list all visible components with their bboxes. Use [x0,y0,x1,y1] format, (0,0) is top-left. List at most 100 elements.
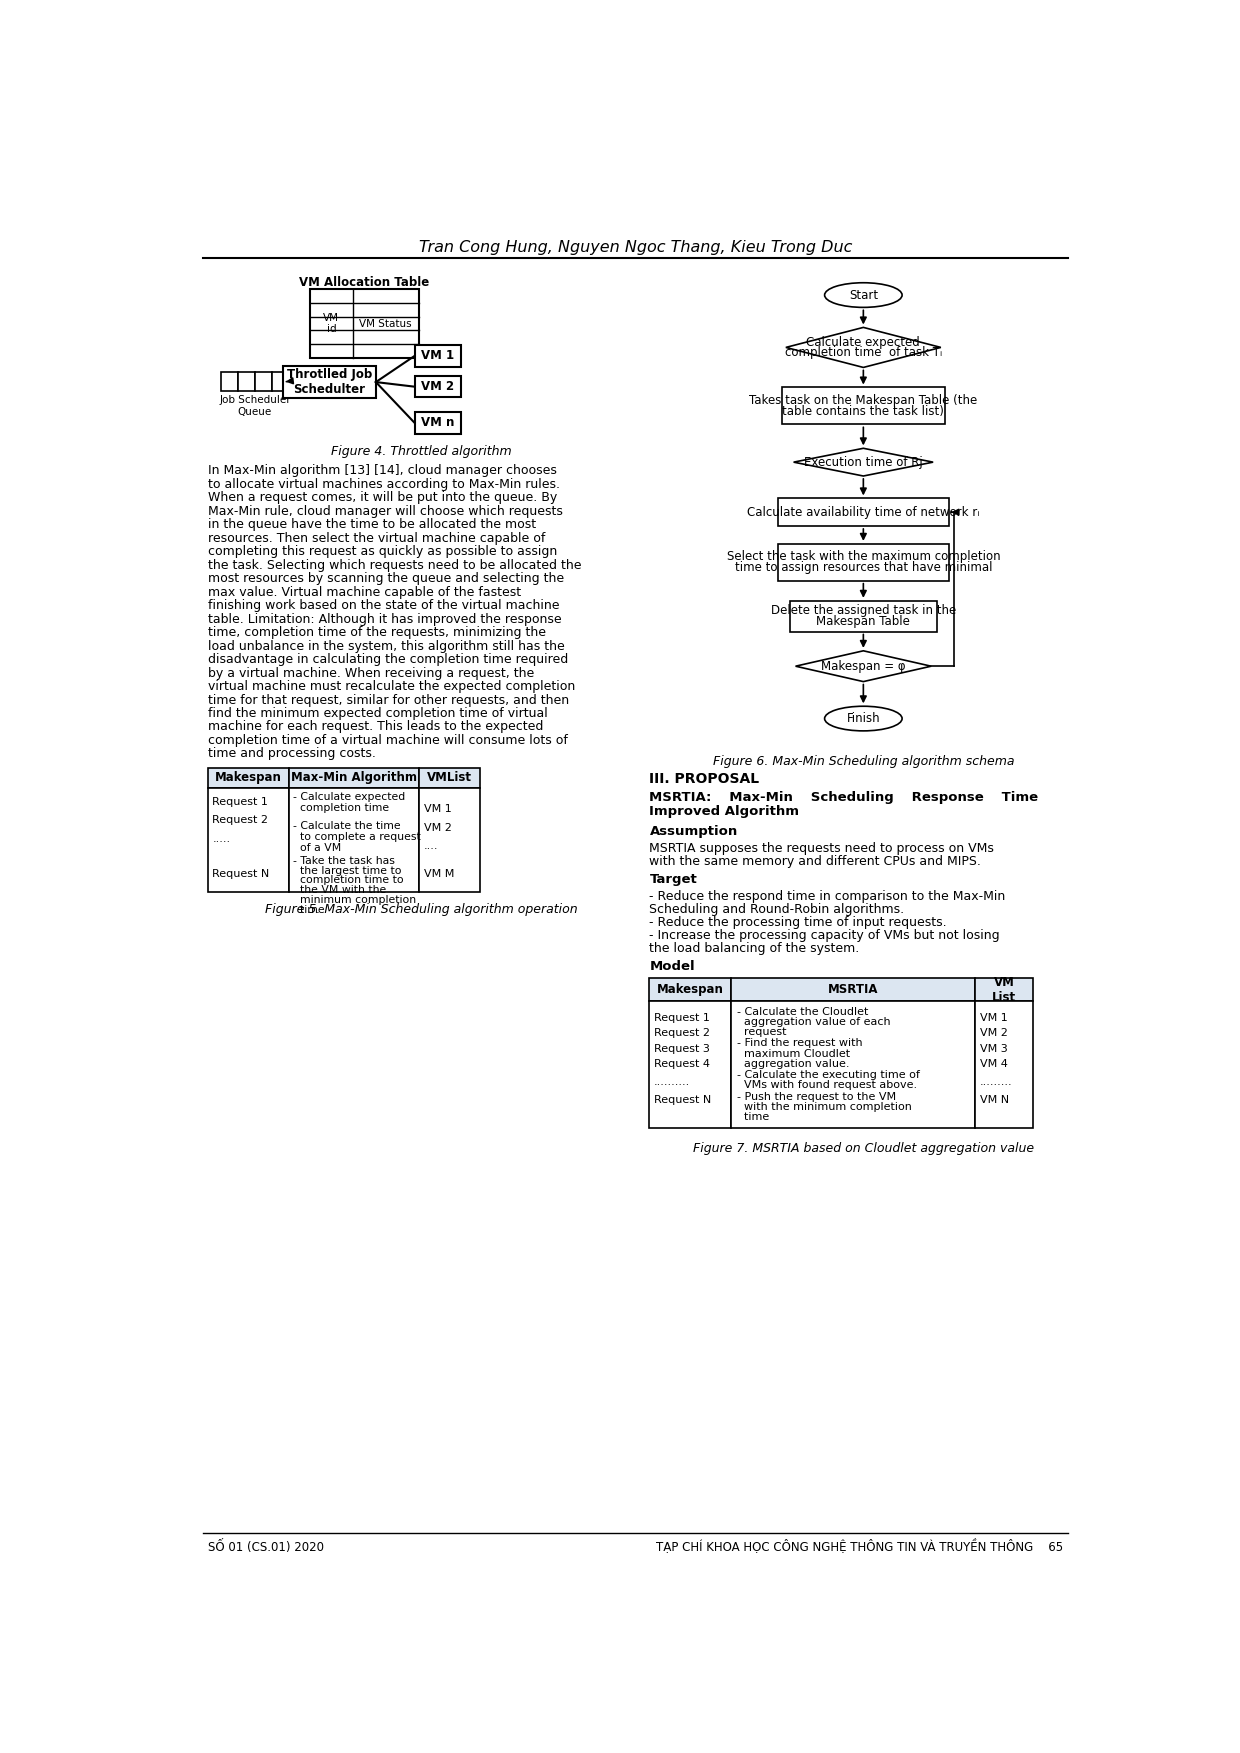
FancyBboxPatch shape [255,372,272,391]
Text: VMs with found request above.: VMs with found request above. [737,1080,918,1090]
FancyBboxPatch shape [310,289,419,358]
FancyBboxPatch shape [414,412,461,433]
Text: .........: ......... [980,1076,1012,1087]
Text: VM
List: VM List [992,976,1016,1004]
Text: with the minimum completion: with the minimum completion [737,1101,911,1111]
Text: Figure 4. Throttled algorithm: Figure 4. Throttled algorithm [331,445,512,458]
FancyBboxPatch shape [650,978,730,1001]
Text: to allocate virtual machines according to Max-Min rules.: to allocate virtual machines according t… [207,479,559,491]
Text: disadvantage in calculating the completion time required: disadvantage in calculating the completi… [207,654,568,666]
Text: Request 3: Request 3 [655,1043,711,1054]
Text: completion time: completion time [293,803,389,813]
Text: Makespan: Makespan [657,983,724,996]
Text: VM
id: VM id [324,312,340,335]
Text: MSRTIA supposes the requests need to process on VMs: MSRTIA supposes the requests need to pro… [650,841,994,855]
Text: - Reduce the processing time of input requests.: - Reduce the processing time of input re… [650,915,947,929]
Text: Makespan Table: Makespan Table [816,615,910,628]
Text: completing this request as quickly as possible to assign: completing this request as quickly as po… [207,545,557,557]
FancyBboxPatch shape [283,366,376,398]
Text: Calculate expected: Calculate expected [806,335,920,349]
Text: - Increase the processing capacity of VMs but not losing: - Increase the processing capacity of VM… [650,929,1001,941]
FancyBboxPatch shape [414,345,461,366]
Text: load unbalance in the system, this algorithm still has the: load unbalance in the system, this algor… [207,640,564,652]
Text: - Calculate the executing time of: - Calculate the executing time of [737,1069,920,1080]
Text: to complete a request: to complete a request [293,833,420,841]
Text: aggregation value of each: aggregation value of each [737,1017,890,1027]
Text: MSRTIA: MSRTIA [827,983,878,996]
Text: Request N: Request N [655,1094,712,1104]
Text: the load balancing of the system.: the load balancing of the system. [650,941,859,955]
Ellipse shape [825,706,903,731]
FancyBboxPatch shape [419,768,480,787]
Text: VM Status: VM Status [360,319,412,328]
Text: VM 1: VM 1 [424,805,451,815]
Text: time and processing costs.: time and processing costs. [207,747,376,761]
FancyBboxPatch shape [414,375,461,398]
Text: Tran Cong Hung, Nguyen Ngoc Thang, Kieu Trong Duc: Tran Cong Hung, Nguyen Ngoc Thang, Kieu … [419,240,852,254]
Text: Request 2: Request 2 [655,1029,711,1038]
Text: in the queue have the time to be allocated the most: in the queue have the time to be allocat… [207,519,536,531]
Text: finishing work based on the state of the virtual machine: finishing work based on the state of the… [207,600,559,612]
FancyBboxPatch shape [207,768,289,787]
Text: VM 1: VM 1 [980,1013,1007,1024]
Text: - Calculate the time: - Calculate the time [293,822,401,831]
Text: VMList: VMList [427,771,472,784]
Text: In Max-Min algorithm [13] [14], cloud manager chooses: In Max-Min algorithm [13] [14], cloud ma… [207,465,557,477]
FancyBboxPatch shape [272,372,289,391]
Text: Improved Algorithm: Improved Algorithm [650,805,800,819]
Text: Model: Model [650,959,696,973]
Text: VM 4: VM 4 [980,1059,1007,1069]
Text: request: request [737,1027,786,1038]
Text: Finish: Finish [847,712,880,726]
Polygon shape [794,449,934,477]
Text: Request 1: Request 1 [655,1013,711,1024]
Polygon shape [796,650,931,682]
Text: Takes task on the Makespan Table (the: Takes task on the Makespan Table (the [749,394,977,407]
FancyBboxPatch shape [782,387,945,424]
Text: Figure 7. MSRTIA based on Cloudlet aggregation value: Figure 7. MSRTIA based on Cloudlet aggre… [693,1141,1034,1155]
Text: time for that request, similar for other requests, and then: time for that request, similar for other… [207,694,569,706]
Text: time to assign resources that have minimal: time to assign resources that have minim… [734,561,992,575]
Text: by a virtual machine. When receiving a request, the: by a virtual machine. When receiving a r… [207,666,534,680]
FancyBboxPatch shape [238,372,255,391]
Text: VM 2: VM 2 [422,380,454,393]
Text: Request 2: Request 2 [212,815,268,826]
Text: completion time  of task Tᵢ: completion time of task Tᵢ [785,347,942,359]
Text: III. PROPOSAL: III. PROPOSAL [650,773,760,787]
Polygon shape [786,328,941,368]
Text: Makespan = φ: Makespan = φ [821,659,905,673]
Text: Figure 5. Max-Min Scheduling algorithm operation: Figure 5. Max-Min Scheduling algorithm o… [265,903,578,917]
Text: Request 4: Request 4 [655,1059,711,1069]
FancyBboxPatch shape [730,1001,975,1129]
Text: Job Scheduler
Queue: Job Scheduler Queue [219,394,291,417]
Text: table. Limitation: Although it has improved the response: table. Limitation: Although it has impro… [207,614,562,626]
Text: VM 3: VM 3 [980,1043,1007,1054]
Text: VM 2: VM 2 [980,1029,1007,1038]
Text: VM Allocation Table: VM Allocation Table [299,275,429,289]
Text: SỐ 01 (CS.01) 2020: SỐ 01 (CS.01) 2020 [207,1541,324,1555]
Text: the VM with the: the VM with the [293,885,386,896]
Text: .....: ..... [212,834,231,843]
Text: VM N: VM N [980,1094,1008,1104]
Text: aggregation value.: aggregation value. [737,1059,849,1069]
Text: MSRTIA:  Max-Min  Scheduling  Response  Time: MSRTIA: Max-Min Scheduling Response Time [650,791,1039,805]
FancyBboxPatch shape [790,601,937,631]
Text: Throtlled Job
Schedulter: Throtlled Job Schedulter [286,368,372,396]
Text: machine for each request. This leads to the expected: machine for each request. This leads to … [207,720,543,733]
Text: Request N: Request N [212,869,269,878]
Text: Makespan: Makespan [215,771,281,784]
Text: max value. Virtual machine capable of the fastest: max value. Virtual machine capable of th… [207,586,521,600]
Text: virtual machine must recalculate the expected completion: virtual machine must recalculate the exp… [207,680,575,692]
Text: completion time of a virtual machine will consume lots of: completion time of a virtual machine wil… [207,735,568,747]
Text: Select the task with the maximum completion: Select the task with the maximum complet… [727,550,1001,563]
FancyBboxPatch shape [221,372,238,391]
Text: ..........: .......... [655,1076,691,1087]
Text: find the minimum expected completion time of virtual: find the minimum expected completion tim… [207,706,547,720]
Text: - Find the request with: - Find the request with [737,1038,863,1048]
Text: ....: .... [424,841,439,852]
Text: Figure 6. Max-Min Scheduling algorithm schema: Figure 6. Max-Min Scheduling algorithm s… [713,756,1014,768]
FancyBboxPatch shape [289,787,419,892]
Text: Request 1: Request 1 [212,796,268,806]
Text: resources. Then select the virtual machine capable of: resources. Then select the virtual machi… [207,531,546,545]
Text: maximum Cloudlet: maximum Cloudlet [737,1048,851,1059]
